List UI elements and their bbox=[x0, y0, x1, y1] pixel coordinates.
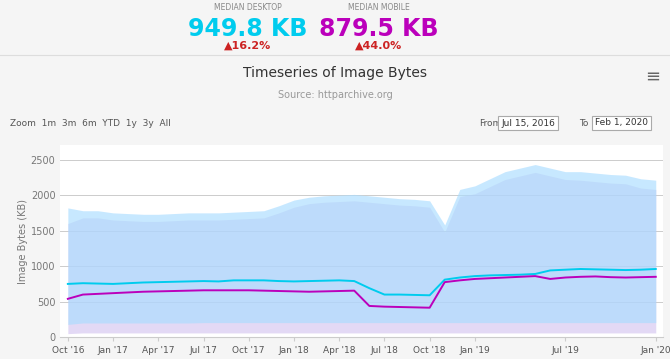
Text: ≡: ≡ bbox=[645, 67, 660, 85]
Y-axis label: Image Bytes (KB): Image Bytes (KB) bbox=[18, 199, 28, 284]
Text: ▲16.2%: ▲16.2% bbox=[224, 41, 271, 51]
Text: Feb 1, 2020: Feb 1, 2020 bbox=[595, 118, 648, 127]
Text: Zoom  1m  3m  6m  YTD  1y  3y  All: Zoom 1m 3m 6m YTD 1y 3y All bbox=[10, 118, 171, 127]
Text: ▲44.0%: ▲44.0% bbox=[355, 41, 402, 51]
Text: From: From bbox=[479, 118, 501, 127]
Text: 879.5 KB: 879.5 KB bbox=[319, 17, 438, 41]
Text: To: To bbox=[580, 118, 589, 127]
Text: Timeseries of Image Bytes: Timeseries of Image Bytes bbox=[243, 66, 427, 80]
Text: 949.8 KB: 949.8 KB bbox=[188, 17, 308, 41]
Text: Source: httparchive.org: Source: httparchive.org bbox=[277, 90, 393, 100]
Text: MEDIAN DESKTOP: MEDIAN DESKTOP bbox=[214, 3, 282, 12]
Text: MEDIAN MOBILE: MEDIAN MOBILE bbox=[348, 3, 409, 12]
Text: Jul 15, 2016: Jul 15, 2016 bbox=[501, 118, 555, 127]
